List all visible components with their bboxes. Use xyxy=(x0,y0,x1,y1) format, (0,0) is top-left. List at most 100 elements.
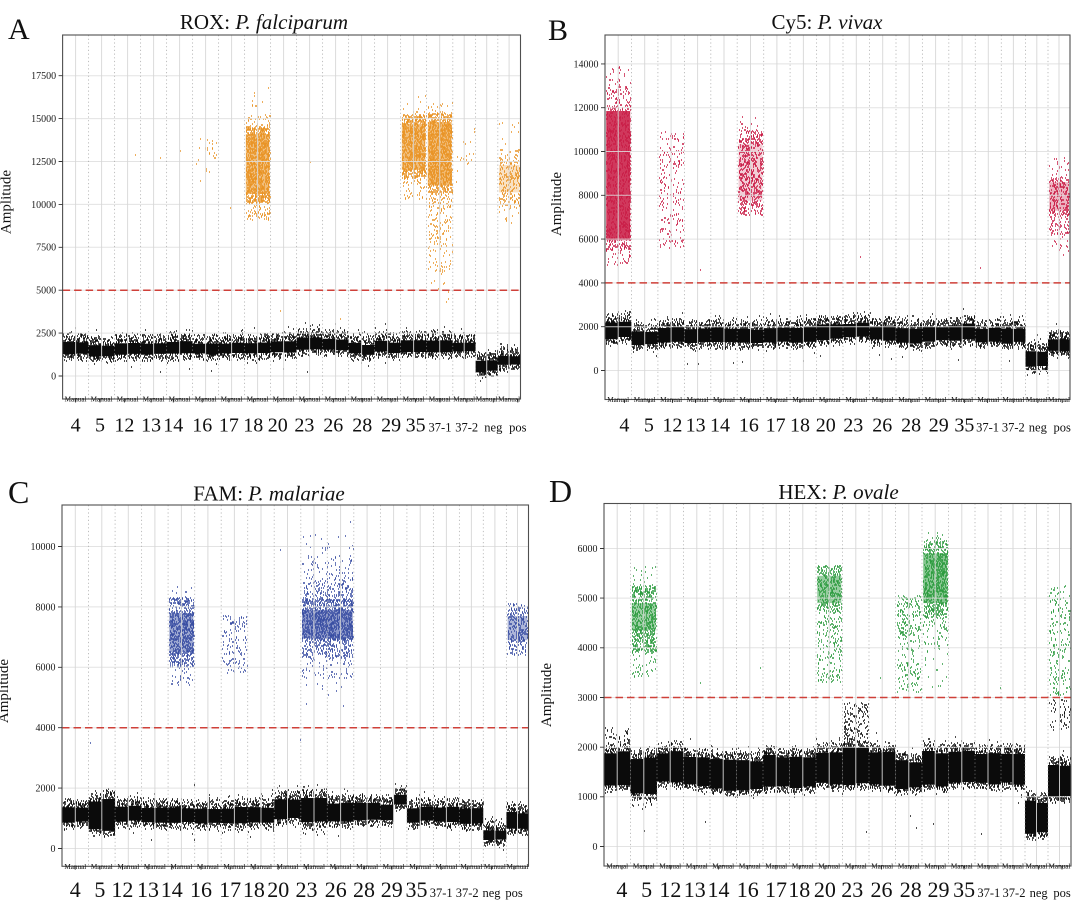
svg-text:Manual: Manual xyxy=(273,396,295,404)
svg-text:Manual: Manual xyxy=(429,396,451,404)
svg-text:Manual: Manual xyxy=(484,863,506,871)
svg-text:Manual: Manual xyxy=(117,863,139,871)
svg-text:pos: pos xyxy=(1054,421,1072,435)
svg-text:28: 28 xyxy=(352,415,372,437)
svg-text:Manual: Manual xyxy=(143,396,165,404)
svg-text:17: 17 xyxy=(766,415,786,437)
svg-text:Manual: Manual xyxy=(818,863,840,871)
svg-text:Manual: Manual xyxy=(476,396,498,404)
svg-text:Manual: Manual xyxy=(712,863,734,871)
svg-text:12: 12 xyxy=(659,877,681,901)
svg-text:Manual: Manual xyxy=(197,863,219,871)
svg-text:Manual: Manual xyxy=(330,863,352,871)
svg-text:Manual: Manual xyxy=(223,863,245,871)
svg-text:37-2: 37-2 xyxy=(1002,421,1025,435)
svg-text:35: 35 xyxy=(406,415,426,437)
svg-text:12: 12 xyxy=(111,877,133,901)
svg-text:Manual: Manual xyxy=(686,863,708,871)
svg-text:6000: 6000 xyxy=(578,544,598,555)
svg-text:Manual: Manual xyxy=(221,396,243,404)
svg-text:Manual: Manual xyxy=(660,396,682,404)
svg-text:B: B xyxy=(548,14,568,47)
svg-text:6000: 6000 xyxy=(36,663,56,674)
svg-text:4: 4 xyxy=(616,877,627,901)
svg-text:1000: 1000 xyxy=(578,792,598,803)
svg-text:Manual: Manual xyxy=(925,396,947,404)
svg-text:Manual: Manual xyxy=(765,863,787,871)
svg-text:pos: pos xyxy=(505,886,523,900)
svg-text:17500: 17500 xyxy=(31,71,56,82)
svg-text:Manual: Manual xyxy=(607,396,629,404)
svg-text:Manual: Manual xyxy=(977,863,999,871)
svg-text:Manual: Manual xyxy=(247,396,269,404)
svg-text:18: 18 xyxy=(243,877,265,901)
svg-text:2000: 2000 xyxy=(36,784,56,795)
svg-text:16: 16 xyxy=(190,877,212,901)
svg-text:28: 28 xyxy=(900,877,922,901)
svg-text:Amplitude: Amplitude xyxy=(0,659,12,724)
svg-text:26: 26 xyxy=(325,877,347,901)
svg-text:4: 4 xyxy=(619,415,629,437)
svg-text:Manual: Manual xyxy=(383,863,405,871)
svg-text:Manual: Manual xyxy=(659,863,681,871)
svg-text:Manual: Manual xyxy=(409,863,431,871)
svg-text:Manual: Manual xyxy=(1026,863,1048,871)
svg-text:neg: neg xyxy=(1029,421,1048,435)
svg-text:15000: 15000 xyxy=(31,114,56,125)
svg-text:26: 26 xyxy=(323,415,343,437)
svg-text:4000: 4000 xyxy=(36,723,56,734)
svg-text:FAM: P. malariae: FAM: P. malariae xyxy=(193,482,345,506)
svg-text:18: 18 xyxy=(788,877,810,901)
svg-text:C: C xyxy=(8,474,29,510)
svg-text:17: 17 xyxy=(219,415,239,437)
svg-text:14: 14 xyxy=(163,415,183,437)
svg-text:23: 23 xyxy=(294,415,314,437)
svg-text:0: 0 xyxy=(51,844,56,855)
svg-text:Manual: Manual xyxy=(435,863,457,871)
svg-text:2500: 2500 xyxy=(36,329,56,340)
svg-text:5000: 5000 xyxy=(36,286,56,297)
svg-text:23: 23 xyxy=(296,877,318,901)
svg-text:Manual: Manual xyxy=(845,863,867,871)
svg-text:23: 23 xyxy=(843,415,863,437)
svg-text:5: 5 xyxy=(95,415,105,437)
svg-text:28: 28 xyxy=(901,415,921,437)
svg-text:ROX: P. falciparum: ROX: P. falciparum xyxy=(180,10,348,34)
svg-text:4: 4 xyxy=(70,877,81,901)
svg-text:Manual: Manual xyxy=(1002,396,1024,404)
svg-text:Manual: Manual xyxy=(872,396,894,404)
svg-text:18: 18 xyxy=(243,415,263,437)
svg-text:Manual: Manual xyxy=(277,863,299,871)
svg-text:Manual: Manual xyxy=(453,396,475,404)
svg-text:13: 13 xyxy=(684,877,706,901)
svg-text:35: 35 xyxy=(406,877,428,901)
svg-text:Manual: Manual xyxy=(169,396,191,404)
svg-text:pos: pos xyxy=(1053,886,1071,900)
svg-text:5: 5 xyxy=(641,877,652,901)
svg-text:6000: 6000 xyxy=(579,235,599,246)
svg-text:12500: 12500 xyxy=(31,157,56,168)
svg-text:Manual: Manual xyxy=(740,396,762,404)
svg-text:Manual: Manual xyxy=(460,863,482,871)
svg-text:Manual: Manual xyxy=(117,396,139,404)
svg-text:Manual: Manual xyxy=(766,396,788,404)
svg-text:29: 29 xyxy=(381,415,401,437)
svg-text:13: 13 xyxy=(686,415,706,437)
svg-text:10000: 10000 xyxy=(574,147,599,158)
svg-text:Manual: Manual xyxy=(792,396,814,404)
svg-text:16: 16 xyxy=(737,877,759,901)
svg-text:Manual: Manual xyxy=(65,396,87,404)
svg-text:Manual: Manual xyxy=(325,396,347,404)
svg-text:Manual: Manual xyxy=(898,396,920,404)
svg-text:Manual: Manual xyxy=(356,863,378,871)
svg-text:8000: 8000 xyxy=(579,191,599,202)
svg-text:Manual: Manual xyxy=(144,863,166,871)
svg-text:Manual: Manual xyxy=(713,396,735,404)
svg-text:Manual: Manual xyxy=(91,396,113,404)
svg-text:23: 23 xyxy=(841,877,863,901)
svg-text:35: 35 xyxy=(954,415,974,437)
svg-text:13: 13 xyxy=(137,877,159,901)
svg-text:28: 28 xyxy=(353,877,375,901)
svg-text:Manual: Manual xyxy=(951,863,973,871)
svg-text:Manual: Manual xyxy=(845,396,867,404)
